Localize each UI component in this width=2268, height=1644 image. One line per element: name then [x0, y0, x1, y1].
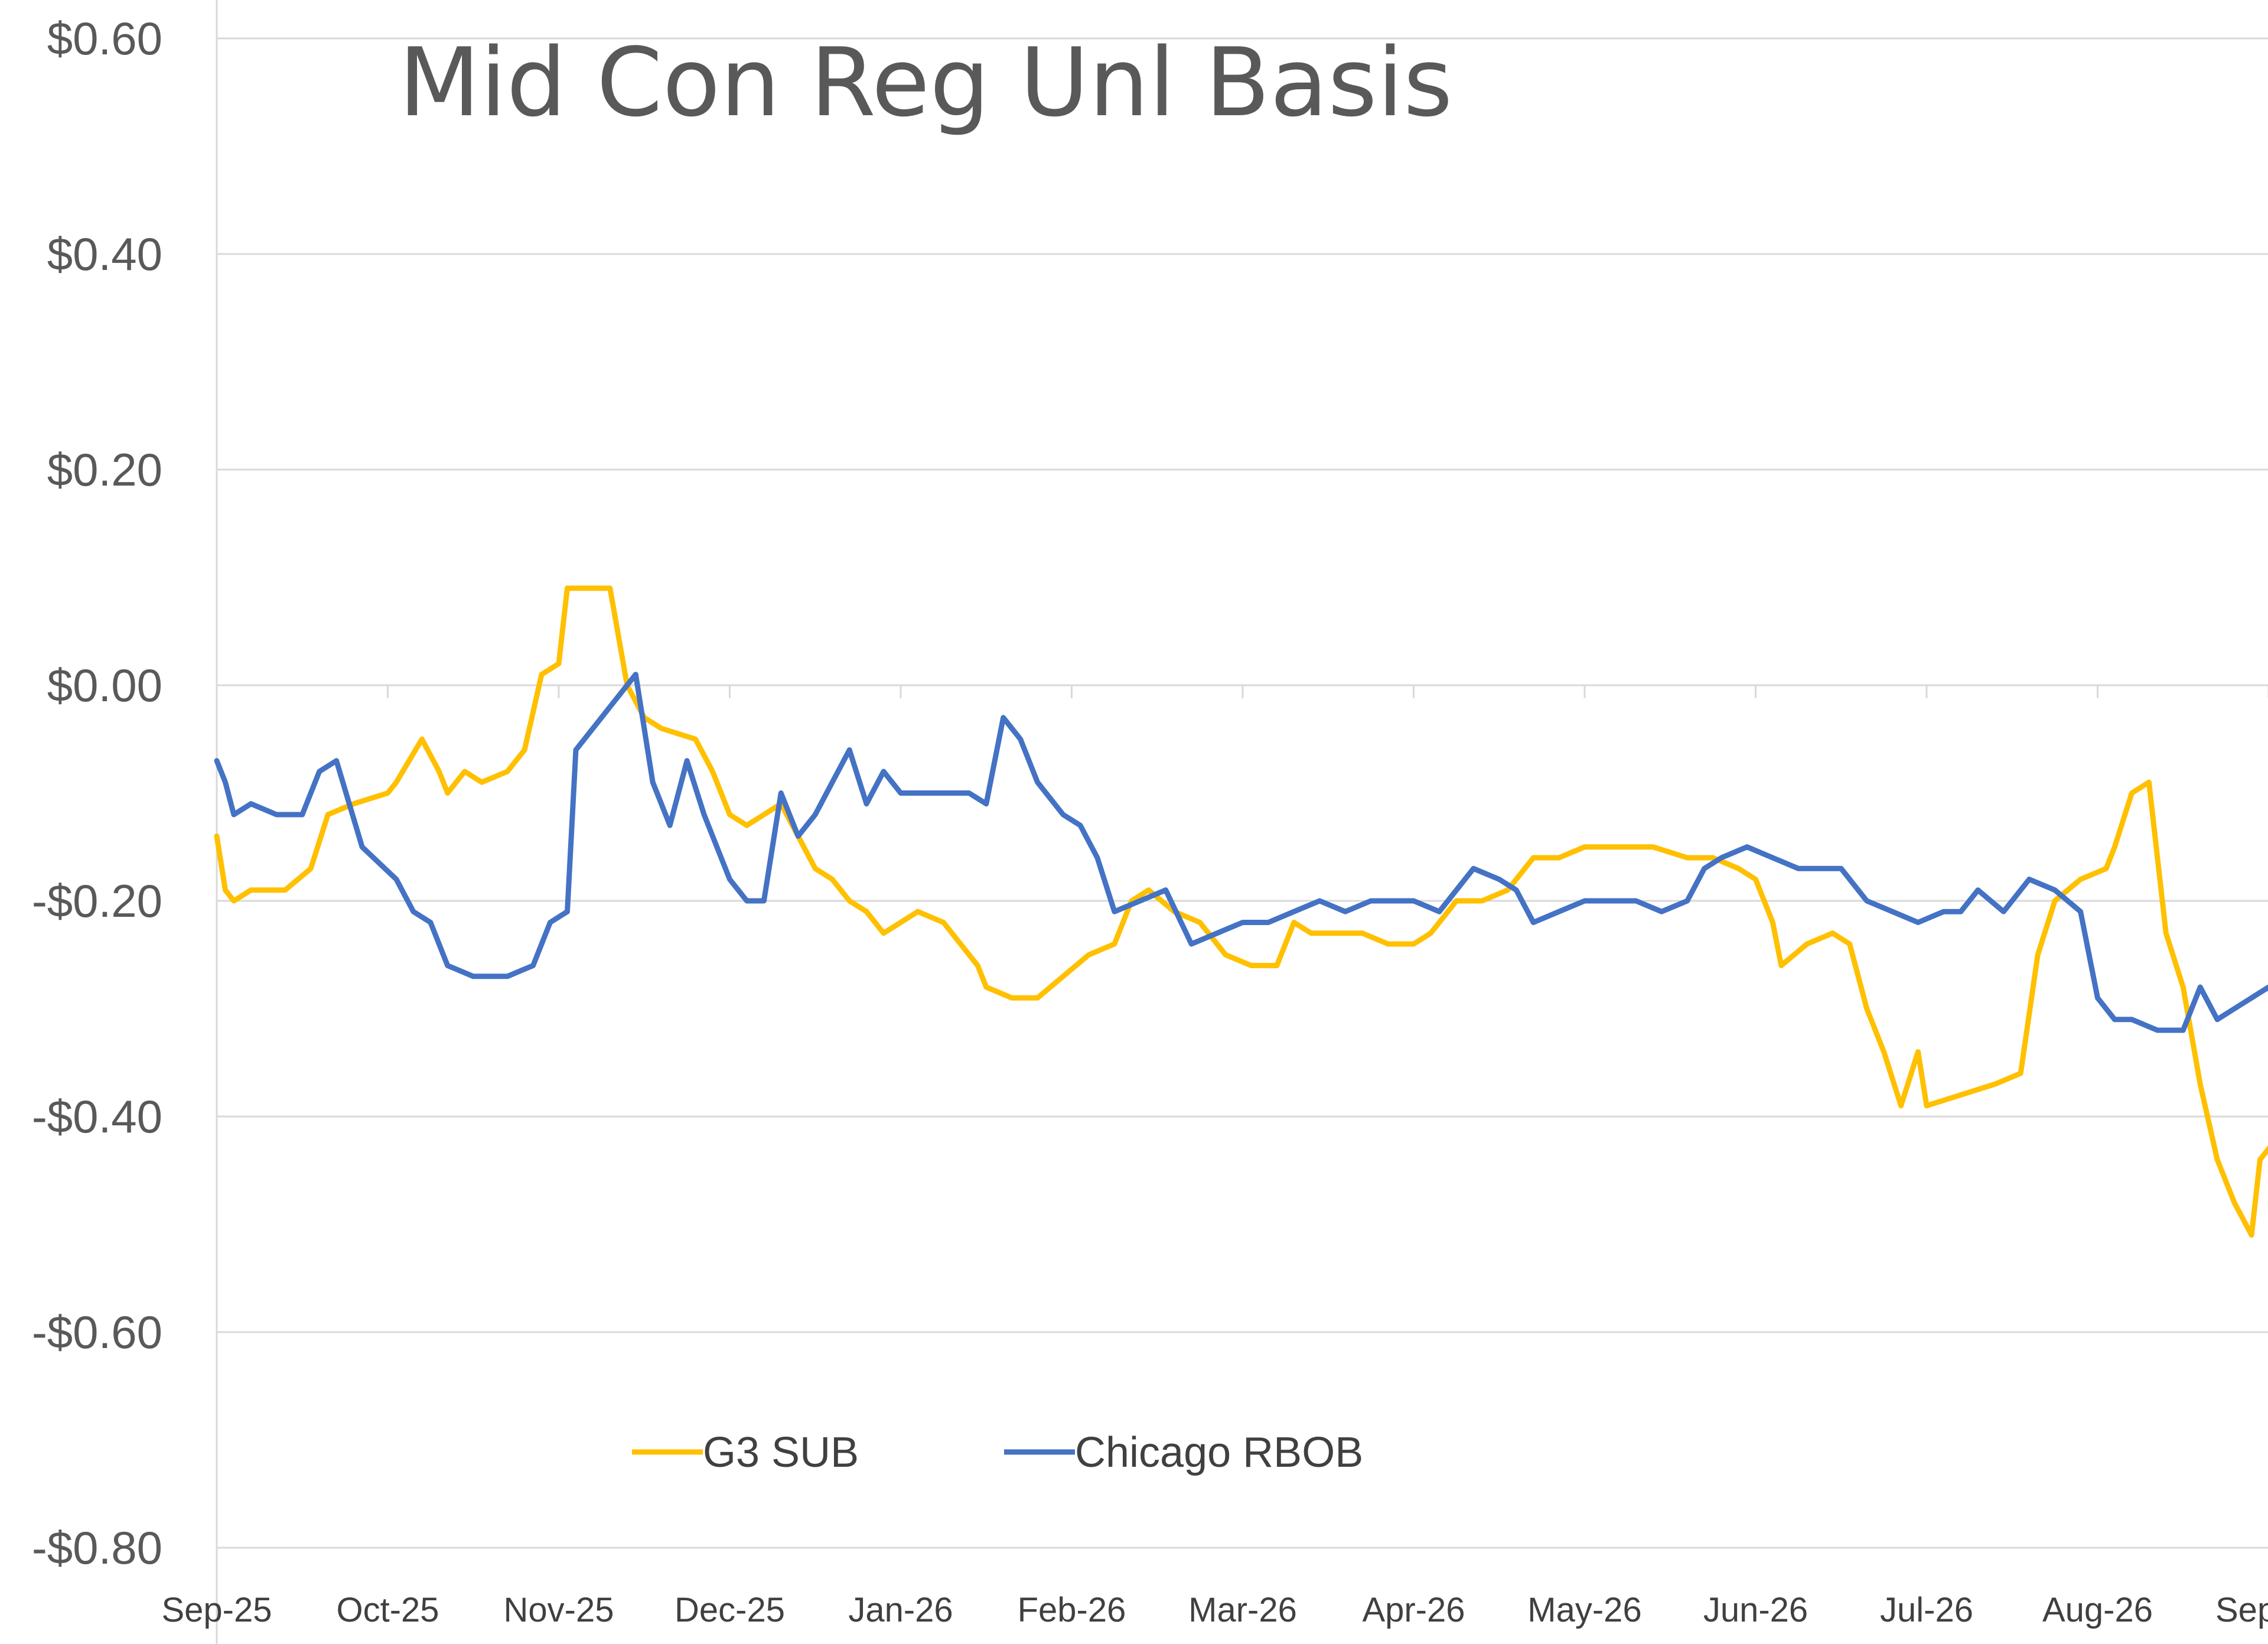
y-tick-label: $0.40 — [47, 228, 162, 280]
x-tick-label: Oct-25 — [336, 1591, 439, 1629]
x-axis — [216, 0, 2268, 1644]
series-lines — [214, 585, 2268, 1238]
series-line-0 — [214, 585, 2268, 1238]
y-tick-label: -$0.20 — [32, 875, 162, 927]
legend: G3 SUB Chicago RBOB — [632, 1429, 1363, 1476]
x-tick-label: Aug-26 — [2042, 1591, 2153, 1629]
y-tick-label: $0.00 — [47, 659, 162, 711]
x-tick-label: Sep-25 — [161, 1591, 272, 1629]
x-tick-label: Jun-26 — [1703, 1591, 1808, 1629]
x-tick-label: Apr-26 — [1362, 1591, 1465, 1629]
gridlines — [217, 37, 2268, 1549]
x-tick-label: Dec-25 — [674, 1591, 785, 1629]
y-tick-label: $0.20 — [47, 444, 162, 496]
x-tick-label: May-26 — [1527, 1591, 1641, 1629]
chart-title: Mid Con Reg Unl Basis — [399, 27, 1452, 138]
x-axis-tick-labels: Sep-25 Oct-25 Nov-25 Dec-25 Jan-26 Feb-26 Mar-… — [161, 1591, 2268, 1629]
x-tick-label: Feb-26 — [1018, 1591, 1126, 1629]
x-tick-label: Nov-25 — [504, 1591, 614, 1629]
y-tick-label: -$0.40 — [32, 1090, 162, 1142]
series-line-1 — [214, 672, 2268, 1033]
legend-label: G3 SUB — [703, 1429, 859, 1476]
y-tick-label: -$0.80 — [32, 1522, 162, 1574]
x-tick-label: Sep- — [2215, 1591, 2268, 1629]
legend-label: Chicago RBOB — [1075, 1429, 1363, 1476]
x-tick-label: Jan-26 — [848, 1591, 953, 1629]
y-tick-label: -$0.60 — [32, 1306, 162, 1358]
y-tick-label: $0.60 — [47, 12, 162, 64]
x-tick-label: Jul-26 — [1880, 1591, 1973, 1629]
y-axis-tick-labels: $0.60 $0.40 $0.20 $0.00 -$0.20 -$0.40 -$0.60 -$… — [32, 12, 162, 1574]
x-tick-label: Mar-26 — [1188, 1591, 1297, 1629]
